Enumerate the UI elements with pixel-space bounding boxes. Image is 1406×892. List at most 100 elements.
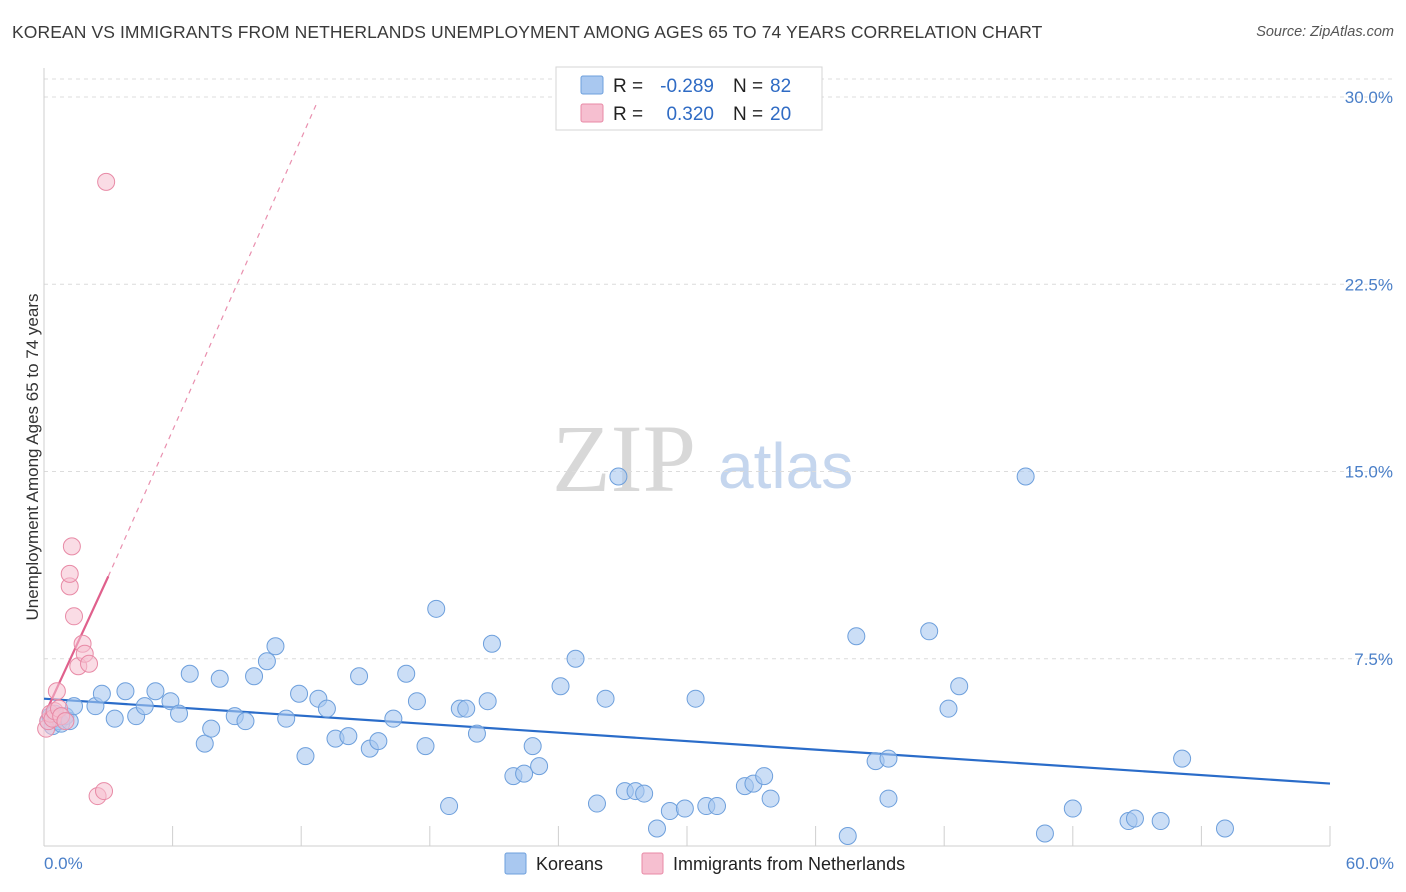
y-tick-labels: 7.5% 15.0% 22.5% 30.0% <box>1345 88 1393 669</box>
data-point-koreans <box>236 712 255 731</box>
data-point-koreans <box>407 692 426 711</box>
legend-n-value-koreans: 82 <box>770 76 791 97</box>
data-point-koreans <box>587 794 606 813</box>
legend-r-value-netherlands: 0.320 <box>666 104 714 125</box>
data-point-netherlands <box>62 537 81 556</box>
data-point-koreans <box>369 732 388 751</box>
data-point-koreans <box>1215 819 1234 838</box>
y-tick-label: 15.0% <box>1345 463 1393 482</box>
watermark-atlas: atlas <box>718 430 853 502</box>
data-point-koreans <box>939 699 958 718</box>
data-point-koreans <box>92 684 111 703</box>
data-point-koreans <box>427 599 446 618</box>
data-point-koreans <box>879 749 898 768</box>
x-tick-label-min: 0.0% <box>44 854 83 873</box>
legend-n-label-netherlands: N = <box>733 104 763 125</box>
data-point-koreans <box>761 789 780 808</box>
y-tick-label: 30.0% <box>1345 88 1393 107</box>
data-point-koreans <box>551 677 570 696</box>
gridlines <box>44 78 1392 660</box>
data-point-koreans <box>950 677 969 696</box>
data-point-koreans <box>838 827 857 846</box>
data-point-koreans <box>1151 812 1170 831</box>
data-point-koreans <box>755 767 774 786</box>
data-point-koreans <box>384 709 403 728</box>
data-point-koreans <box>210 669 229 688</box>
data-point-netherlands <box>97 172 116 191</box>
bottom-legend-swatch-koreans <box>504 852 527 875</box>
data-point-koreans <box>647 819 666 838</box>
data-point-koreans <box>296 747 315 766</box>
data-point-koreans <box>195 734 214 753</box>
data-point-koreans <box>202 719 221 738</box>
data-point-koreans <box>457 699 476 718</box>
legend-swatch-koreans <box>580 75 604 95</box>
data-point-koreans <box>482 634 501 653</box>
data-point-netherlands <box>47 682 66 701</box>
data-point-koreans <box>161 692 180 711</box>
data-point-koreans <box>135 697 154 716</box>
data-point-netherlands <box>56 712 75 731</box>
legend-r-label-netherlands: R = <box>613 104 643 125</box>
data-point-koreans <box>1125 809 1144 828</box>
data-point-koreans <box>596 689 615 708</box>
source-credit: Source: ZipAtlas.com <box>1256 24 1394 40</box>
data-point-koreans <box>290 684 309 703</box>
data-point-koreans <box>170 704 189 723</box>
netherlands-points <box>37 172 116 806</box>
data-point-koreans <box>566 649 585 668</box>
data-point-netherlands <box>60 564 79 583</box>
legend-swatch-netherlands <box>580 103 604 123</box>
watermark-zip: ZIP <box>552 405 696 512</box>
trend-line-koreans <box>43 697 1331 785</box>
data-point-koreans <box>478 692 497 711</box>
data-point-koreans <box>708 797 727 816</box>
data-point-koreans <box>847 627 866 646</box>
data-point-koreans <box>339 727 358 746</box>
data-point-koreans <box>105 709 124 728</box>
y-tick-label: 22.5% <box>1345 275 1393 294</box>
data-point-koreans <box>515 764 534 783</box>
x-tick-label-max: 60.0% <box>1346 854 1394 873</box>
data-point-koreans <box>1035 824 1054 843</box>
legend-r-label-koreans: R = <box>613 76 643 97</box>
stats-legend: R = -0.289 N = 82 R = 0.320 N = 20 <box>555 66 823 131</box>
data-point-koreans <box>530 757 549 776</box>
data-point-koreans <box>257 652 276 671</box>
series-legend: Koreans Immigrants from Netherlands <box>504 852 905 875</box>
data-point-koreans <box>1173 749 1192 768</box>
legend-n-label-koreans: N = <box>733 76 763 97</box>
chart-title: KOREAN VS IMMIGRANTS FROM NETHERLANDS UN… <box>12 22 1043 42</box>
data-point-koreans <box>686 689 705 708</box>
data-point-netherlands <box>95 782 114 801</box>
data-point-netherlands <box>80 654 99 673</box>
y-tick-label: 7.5% <box>1354 650 1393 669</box>
data-point-koreans <box>116 682 135 701</box>
data-point-koreans <box>660 802 679 821</box>
trend-line-netherlands-extension <box>107 104 317 577</box>
bottom-legend-label-netherlands: Immigrants from Netherlands <box>673 854 905 874</box>
bottom-legend-swatch-netherlands <box>641 852 664 875</box>
data-point-koreans <box>266 637 285 656</box>
data-point-koreans <box>440 797 459 816</box>
data-point-koreans <box>879 789 898 808</box>
legend-n-value-netherlands: 20 <box>770 104 791 125</box>
data-point-koreans <box>180 664 199 683</box>
data-point-koreans <box>416 737 435 756</box>
data-point-koreans <box>245 667 264 686</box>
data-point-koreans <box>277 709 296 728</box>
data-point-koreans <box>609 467 628 486</box>
data-point-koreans <box>317 699 336 718</box>
data-point-koreans <box>1063 799 1082 818</box>
data-point-koreans <box>675 799 694 818</box>
data-point-koreans <box>146 682 165 701</box>
data-point-koreans <box>467 724 486 743</box>
koreans-points <box>39 467 1234 846</box>
data-point-koreans <box>635 784 654 803</box>
legend-r-value-koreans: -0.289 <box>660 76 714 97</box>
y-axis-label: Unemployment Among Ages 65 to 74 years <box>23 294 42 621</box>
data-point-koreans <box>350 667 369 686</box>
bottom-legend-label-koreans: Koreans <box>536 854 603 874</box>
data-point-koreans <box>397 664 416 683</box>
